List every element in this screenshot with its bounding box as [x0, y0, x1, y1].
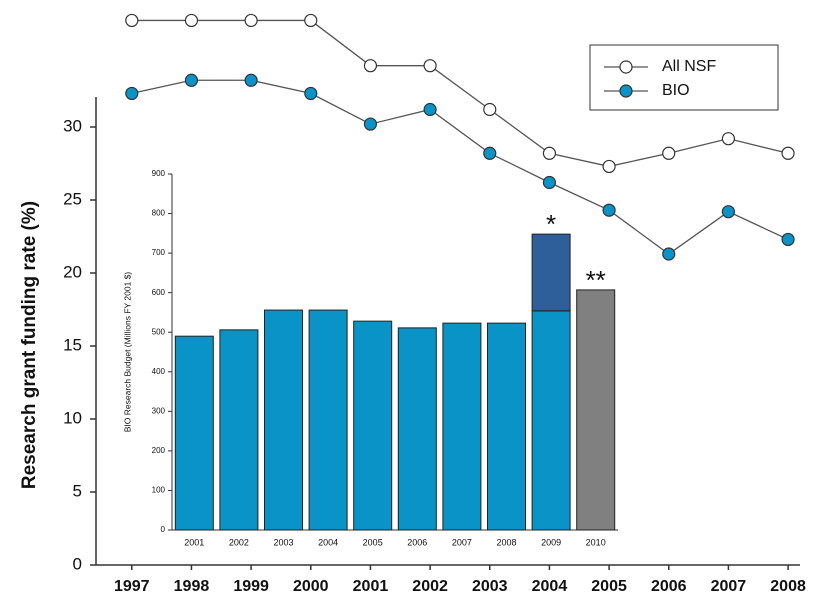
bar — [487, 322, 526, 531]
marker — [781, 232, 795, 247]
x-tick-label: 1998 — [174, 578, 210, 595]
marker — [423, 59, 437, 73]
inset-x-tick-label: 2007 — [452, 537, 472, 547]
inset-x-tick-label: 2003 — [273, 537, 293, 547]
y-tick-label: 20 — [63, 262, 82, 281]
inset-y-tick-label: 0 — [161, 525, 166, 534]
marker — [304, 13, 318, 28]
inset-y-tick-label: 200 — [152, 446, 166, 455]
marker — [602, 159, 616, 174]
marker — [244, 73, 258, 87]
marker — [244, 13, 258, 28]
inset-x-tick-label: 2001 — [184, 537, 204, 547]
x-tick-label: 2002 — [412, 578, 448, 595]
inset-x-tick-label: 2005 — [363, 537, 383, 547]
marker — [542, 175, 557, 190]
bar — [442, 322, 482, 531]
y-tick-label: 25 — [63, 189, 82, 208]
inset-x-tick-label: 2004 — [318, 537, 338, 547]
marker — [483, 146, 497, 160]
bar — [174, 335, 214, 531]
y-tick-label: 0 — [73, 554, 82, 573]
x-tick-label: 2003 — [472, 578, 508, 595]
marker — [184, 73, 199, 87]
inset-x-tick-label: 2008 — [496, 537, 516, 547]
bar — [353, 320, 393, 531]
bar — [308, 309, 348, 531]
legend-box — [589, 44, 779, 111]
marker — [781, 146, 795, 160]
series-line — [131, 19, 789, 168]
legend-marker — [619, 84, 633, 98]
x-tick-label: 2001 — [353, 578, 389, 595]
bar — [531, 233, 571, 312]
bar — [531, 310, 571, 531]
marker — [125, 13, 139, 28]
annotation: ** — [586, 265, 606, 295]
annotation: * — [546, 209, 556, 239]
x-tick-label: 1999 — [233, 578, 269, 595]
inset-y-tick-label: 900 — [152, 169, 166, 178]
inset-y-axis-label: BIO Research Budget (Millions FY 2001 $) — [122, 272, 132, 433]
inset-y-tick-label: 600 — [152, 288, 166, 297]
inset-y-tick-label: 500 — [152, 327, 166, 336]
bar — [397, 327, 437, 531]
y-axis-label: Research grant funding rate (%) — [19, 201, 40, 489]
y-tick-label: 5 — [73, 481, 82, 500]
bar — [219, 329, 259, 531]
marker — [542, 146, 557, 160]
x-tick-label: 1997 — [114, 578, 150, 595]
x-tick-label: 2000 — [293, 578, 329, 595]
marker — [483, 102, 497, 117]
x-tick-label: 2006 — [651, 578, 687, 595]
inset-x-tick-label: 2006 — [407, 537, 427, 547]
marker — [363, 117, 378, 131]
inset-x-tick-label: 2010 — [586, 537, 606, 547]
y-tick-label: 15 — [63, 335, 82, 354]
series-line — [131, 79, 789, 255]
legend-label: All NSF — [662, 58, 716, 75]
legend-label: BIO — [662, 82, 690, 99]
inset-x-tick-label: 2002 — [229, 537, 249, 547]
y-tick-label: 10 — [63, 408, 82, 427]
bar — [264, 309, 303, 531]
inset-y-tick-label: 700 — [152, 248, 166, 257]
x-tick-label: 2004 — [532, 578, 568, 595]
x-tick-label: 2007 — [711, 578, 747, 595]
x-tick-label: 2008 — [770, 578, 806, 595]
inset-y-tick-label: 400 — [152, 367, 166, 376]
inset-y-tick-label: 300 — [152, 406, 166, 415]
inset-x-tick-label: 2009 — [541, 537, 561, 547]
marker — [662, 247, 676, 261]
marker — [304, 86, 318, 101]
marker — [721, 132, 736, 146]
marker — [125, 86, 139, 101]
legend-marker — [619, 60, 633, 74]
marker — [662, 146, 676, 160]
inset-y-tick-label: 800 — [152, 209, 166, 218]
inset-y-tick-label: 100 — [152, 486, 166, 495]
x-tick-label: 2005 — [591, 578, 627, 595]
marker — [363, 59, 378, 73]
bar — [576, 289, 616, 531]
y-tick-label: 30 — [63, 116, 82, 135]
marker — [423, 102, 437, 117]
marker — [602, 203, 616, 217]
marker — [184, 13, 199, 28]
marker — [721, 205, 736, 219]
